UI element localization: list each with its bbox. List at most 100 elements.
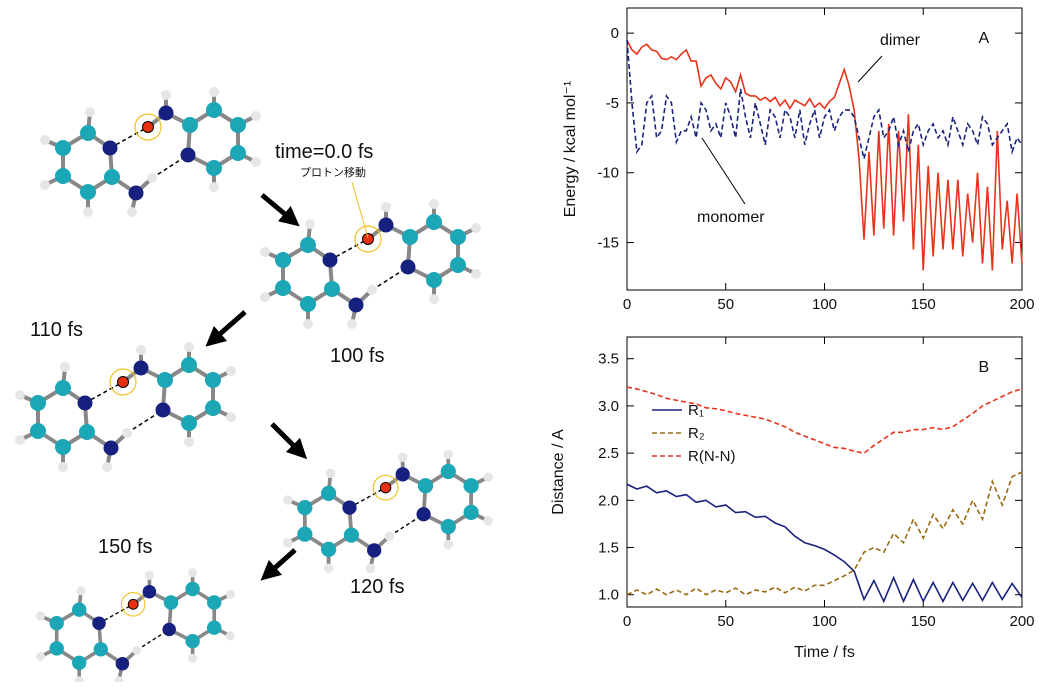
- atom: [143, 585, 157, 599]
- atom: [102, 462, 112, 472]
- atom: [15, 435, 25, 445]
- atom: [326, 469, 336, 479]
- atom: [303, 319, 313, 329]
- atom: [145, 571, 154, 580]
- atom: [164, 595, 178, 609]
- arrow: [268, 550, 295, 574]
- atom: [305, 219, 315, 229]
- atom: [118, 377, 129, 388]
- atom: [367, 543, 381, 557]
- x-tick-label: 200: [1009, 296, 1034, 313]
- atom: [324, 281, 340, 297]
- series-line: [627, 472, 1022, 595]
- atom: [136, 345, 146, 355]
- atom: [184, 342, 194, 352]
- page: {"diagram": {"labels": ["time=0.0 fs", "…: [0, 0, 1039, 682]
- atom: [147, 173, 157, 183]
- leader-line: [352, 182, 368, 238]
- atom: [55, 380, 71, 396]
- atom: [161, 90, 171, 100]
- atom: [349, 298, 364, 313]
- atom: [181, 415, 197, 431]
- atom: [450, 257, 466, 273]
- atom: [297, 500, 312, 515]
- atom: [401, 260, 416, 275]
- atom: [471, 269, 481, 279]
- atom: [396, 467, 410, 481]
- atom: [464, 478, 479, 493]
- arrow: [262, 195, 292, 220]
- x-tick-label: 100: [812, 613, 837, 630]
- atom: [226, 366, 236, 376]
- x-tick-label: 150: [911, 296, 936, 313]
- atom: [441, 464, 456, 479]
- atom: [36, 612, 45, 621]
- atom: [321, 486, 336, 501]
- atom: [181, 357, 197, 373]
- atom: [83, 207, 93, 217]
- series-line: [627, 387, 1022, 453]
- molecule: [40, 87, 261, 217]
- atom: [226, 590, 235, 599]
- atom: [209, 182, 219, 192]
- atom: [104, 441, 119, 456]
- atom: [324, 564, 334, 574]
- time-label: 100 fs: [330, 345, 384, 367]
- x-tick-label: 50: [717, 613, 734, 630]
- atom: [251, 157, 261, 167]
- atom: [205, 400, 221, 416]
- time-label: 120 fs: [350, 576, 404, 598]
- atom: [185, 582, 199, 596]
- arrows: [213, 195, 300, 574]
- arrow: [272, 424, 300, 452]
- atom: [159, 106, 174, 121]
- molecule-diagrams: [15, 87, 493, 682]
- leader-line: [858, 56, 882, 82]
- atom: [426, 214, 442, 230]
- atom: [122, 428, 132, 438]
- atom: [116, 657, 130, 671]
- atom: [60, 362, 70, 372]
- atom: [162, 623, 176, 637]
- atom: [429, 294, 439, 304]
- atom: [230, 117, 246, 133]
- atom: [15, 390, 25, 400]
- atom: [444, 450, 454, 460]
- time-label: 110 fs: [30, 319, 83, 341]
- atom: [344, 528, 359, 543]
- atom: [363, 234, 374, 245]
- molecule: [283, 450, 493, 574]
- molecule: [15, 342, 236, 472]
- atom: [321, 542, 336, 557]
- y-tick-label: -15: [597, 235, 619, 252]
- y-axis-label: Distance / A: [550, 429, 567, 515]
- atom: [182, 117, 198, 133]
- atom: [79, 424, 95, 440]
- time-label: time=0.0 fs: [275, 141, 373, 163]
- atom: [40, 135, 50, 145]
- y-tick-label: 1.0: [598, 587, 619, 604]
- atom: [94, 642, 108, 656]
- legend-label: R(N-N): [688, 448, 735, 465]
- atom: [297, 527, 312, 542]
- atom: [283, 495, 293, 505]
- arrow: [213, 312, 245, 340]
- atom: [85, 107, 95, 117]
- y-axis-label: Energy / kcal mol⁻¹: [562, 81, 579, 217]
- atom: [366, 564, 376, 574]
- atom: [104, 169, 120, 185]
- atom: [129, 186, 144, 201]
- atom: [471, 223, 481, 233]
- atom: [55, 439, 71, 455]
- atom: [207, 595, 221, 609]
- atom: [226, 631, 235, 640]
- atom: [444, 540, 454, 550]
- atom: [260, 292, 270, 302]
- atom: [181, 148, 196, 163]
- atom: [55, 140, 71, 156]
- y-tick-label: 0: [611, 25, 619, 42]
- atom: [379, 218, 394, 233]
- y-tick-label: 1.5: [598, 540, 619, 557]
- atom: [450, 229, 466, 245]
